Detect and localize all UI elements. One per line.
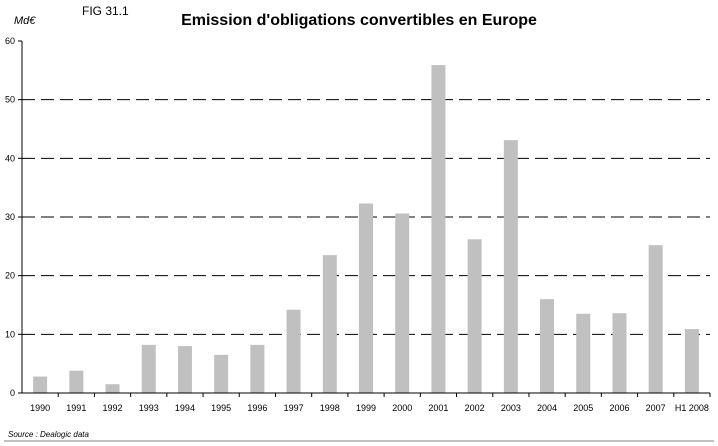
bar	[33, 376, 48, 393]
axes	[4, 40, 714, 442]
bar	[612, 313, 627, 393]
y-tick-label: 10	[5, 329, 15, 339]
bar	[105, 384, 120, 393]
bar	[503, 140, 518, 393]
x-tick-label: 2005	[573, 403, 593, 413]
x-tick-label: 2001	[428, 403, 448, 413]
x-tick-label: 1999	[356, 403, 376, 413]
x-tick-label: 1990	[30, 403, 50, 413]
source-note: Source : Dealogic data	[8, 430, 89, 439]
bar	[395, 213, 410, 393]
x-tick-label: 2002	[465, 403, 485, 413]
bar	[540, 299, 555, 393]
bar	[214, 354, 229, 393]
x-tick-label: 1995	[211, 403, 231, 413]
x-tick-label: 1993	[139, 403, 159, 413]
y-tick-label: 30	[5, 212, 15, 222]
bar	[648, 245, 663, 393]
x-tick-label: 1996	[247, 403, 267, 413]
x-tick-label: 2004	[537, 403, 557, 413]
y-tick-label: 20	[5, 271, 15, 281]
bar	[177, 346, 192, 393]
tick-labels: 0 10 20 30 40 50 60 1990 1991 1992 1993 1994 1995 199…	[5, 36, 709, 413]
y-axis-unit-label: Md€	[14, 15, 36, 27]
y-tick-label: 40	[5, 153, 15, 163]
x-tick-label: 2007	[646, 403, 666, 413]
x-tick-label: 1998	[320, 403, 340, 413]
y-tick-label: 50	[5, 95, 15, 105]
x-tick-label: H1 2008	[675, 403, 709, 413]
bar	[359, 203, 373, 393]
y-tick-label: 0	[10, 388, 15, 398]
x-tick-label: 1994	[175, 403, 195, 413]
chart-title: Emission d'obligations convertibles en E…	[181, 12, 537, 29]
x-tick-label: 2000	[392, 403, 412, 413]
bar	[431, 65, 446, 393]
bar	[322, 255, 337, 393]
bar	[286, 309, 301, 393]
x-tick-label: 1992	[103, 403, 123, 413]
bar	[250, 344, 265, 393]
x-tick-label: 1991	[66, 403, 86, 413]
bar	[684, 329, 699, 393]
bar	[141, 344, 156, 393]
figure-label: FIG 31.1	[82, 4, 129, 18]
bars	[33, 65, 699, 393]
x-tick-label: 2006	[609, 403, 629, 413]
bar	[69, 370, 84, 393]
bar	[576, 313, 591, 393]
x-tick-label: 2003	[501, 403, 521, 413]
x-tick-label: 1997	[284, 403, 304, 413]
y-tick-label: 60	[5, 36, 15, 46]
bar	[467, 239, 482, 393]
